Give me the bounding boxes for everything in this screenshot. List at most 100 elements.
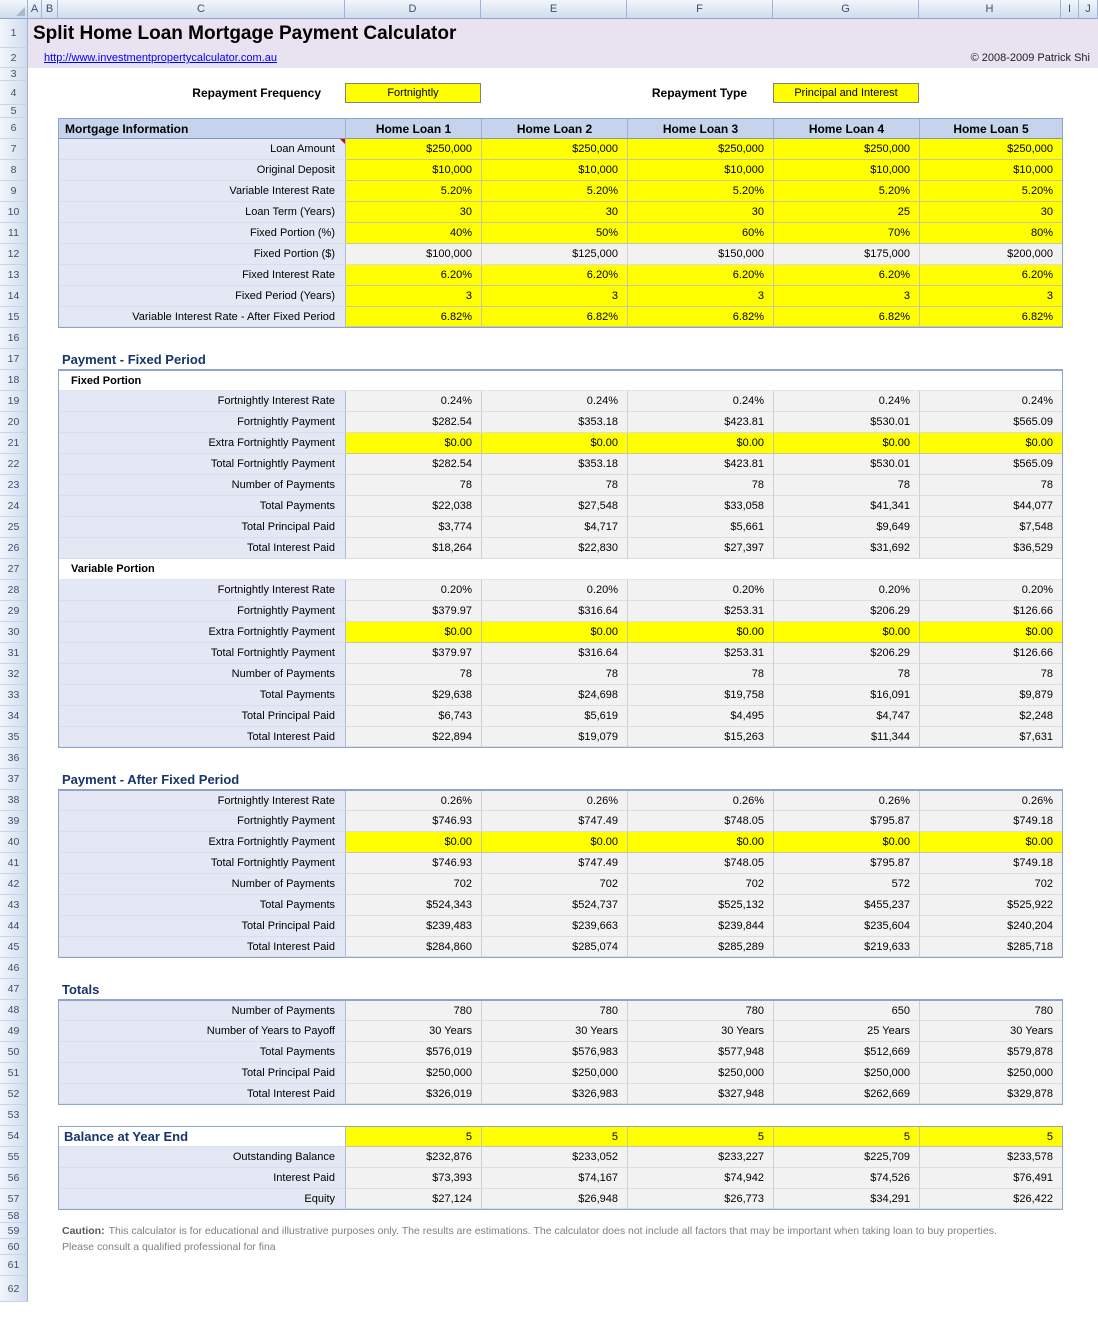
row-header-23[interactable]: 23 [0, 475, 28, 496]
row-header-42[interactable]: 42 [0, 874, 28, 895]
input-cell[interactable]: 3 [628, 286, 774, 307]
data-cell[interactable]: $749.18 [920, 811, 1062, 832]
input-cell[interactable]: $10,000 [482, 160, 628, 181]
data-cell[interactable]: $748.05 [628, 811, 774, 832]
data-cell[interactable]: $239,663 [482, 916, 628, 937]
data-cell[interactable]: $285,718 [920, 937, 1062, 957]
row-header-51[interactable]: 51 [0, 1063, 28, 1084]
row-label[interactable]: Fixed Interest Rate [59, 265, 346, 286]
data-cell[interactable]: $284,860 [346, 937, 482, 957]
row-header-2[interactable]: 2 [0, 48, 28, 68]
input-cell[interactable]: $0.00 [628, 832, 774, 853]
data-cell[interactable]: $26,773 [628, 1189, 774, 1209]
row-label[interactable]: Total Payments [59, 895, 346, 916]
data-cell[interactable]: $253.31 [628, 601, 774, 622]
data-cell[interactable]: $4,747 [774, 706, 920, 727]
row-header-4[interactable]: 4 [0, 81, 28, 105]
column-header-c[interactable]: C [58, 0, 345, 19]
data-cell[interactable]: 0.26% [346, 791, 482, 811]
data-cell[interactable]: $29,638 [346, 685, 482, 706]
repayment-type-input[interactable]: Principal and Interest [773, 83, 919, 103]
data-cell[interactable]: $27,548 [482, 496, 628, 517]
data-cell[interactable]: 0.24% [482, 391, 628, 412]
row-header-5[interactable]: 5 [0, 105, 28, 118]
row-header-44[interactable]: 44 [0, 916, 28, 937]
data-cell[interactable]: $525,922 [920, 895, 1062, 916]
column-header-d[interactable]: D [345, 0, 481, 19]
row-header-27[interactable]: 27 [0, 559, 28, 580]
row-header-43[interactable]: 43 [0, 895, 28, 916]
data-cell[interactable]: $233,052 [482, 1147, 628, 1168]
data-cell[interactable]: 78 [920, 664, 1062, 685]
input-cell[interactable]: 6.82% [628, 307, 774, 327]
row-header-59[interactable]: 59 [0, 1223, 28, 1239]
data-cell[interactable]: $31,692 [774, 538, 920, 559]
data-cell[interactable]: $329,878 [920, 1084, 1062, 1104]
home-loan-4-header[interactable]: Home Loan 4 [774, 119, 920, 139]
row-label[interactable]: Total Fortnightly Payment [59, 853, 346, 874]
row-header-19[interactable]: 19 [0, 391, 28, 412]
row-label[interactable]: Extra Fortnightly Payment [59, 433, 346, 454]
input-cell[interactable]: $250,000 [482, 139, 628, 160]
data-cell[interactable]: 702 [482, 874, 628, 895]
data-cell[interactable]: 25 Years [774, 1021, 920, 1042]
data-cell[interactable]: $795.87 [774, 853, 920, 874]
data-cell[interactable]: $524,737 [482, 895, 628, 916]
data-cell[interactable]: $749.18 [920, 853, 1062, 874]
data-cell[interactable]: $250,000 [346, 1063, 482, 1084]
input-cell[interactable]: 6.20% [346, 265, 482, 286]
input-cell[interactable]: 5.20% [920, 181, 1062, 202]
data-cell[interactable]: $27,124 [346, 1189, 482, 1209]
row-header-22[interactable]: 22 [0, 454, 28, 475]
input-cell[interactable]: 70% [774, 223, 920, 244]
data-cell[interactable]: $233,578 [920, 1147, 1062, 1168]
row-header-30[interactable]: 30 [0, 622, 28, 643]
input-cell[interactable]: $0.00 [920, 832, 1062, 853]
data-cell[interactable]: $27,397 [628, 538, 774, 559]
row-label[interactable]: Outstanding Balance [59, 1147, 346, 1168]
data-cell[interactable]: $3,774 [346, 517, 482, 538]
data-cell[interactable]: $9,649 [774, 517, 920, 538]
row-label[interactable]: Fortnightly Interest Rate [59, 391, 346, 412]
column-header-g[interactable]: G [773, 0, 919, 19]
input-cell[interactable]: $250,000 [628, 139, 774, 160]
data-cell[interactable]: $353.18 [482, 454, 628, 475]
data-cell[interactable]: 0.26% [920, 791, 1062, 811]
row-header-38[interactable]: 38 [0, 790, 28, 811]
row-label[interactable]: Total Payments [59, 685, 346, 706]
data-cell[interactable]: $5,661 [628, 517, 774, 538]
input-cell[interactable]: 6.20% [774, 265, 920, 286]
row-header-14[interactable]: 14 [0, 286, 28, 307]
data-cell[interactable]: $11,344 [774, 727, 920, 747]
data-cell[interactable]: $250,000 [920, 1063, 1062, 1084]
data-cell[interactable]: $239,844 [628, 916, 774, 937]
row-header-41[interactable]: 41 [0, 853, 28, 874]
column-header-f[interactable]: F [627, 0, 773, 19]
input-cell[interactable]: 5.20% [628, 181, 774, 202]
row-label[interactable]: Loan Amount [59, 139, 346, 160]
data-cell[interactable]: $250,000 [482, 1063, 628, 1084]
data-cell[interactable]: 0.20% [774, 580, 920, 601]
row-header-13[interactable]: 13 [0, 265, 28, 286]
data-cell[interactable]: $530.01 [774, 412, 920, 433]
data-cell[interactable]: 0.26% [482, 791, 628, 811]
data-cell[interactable]: $379.97 [346, 643, 482, 664]
data-cell[interactable]: $100,000 [346, 244, 482, 265]
row-header-1[interactable]: 1 [0, 19, 28, 48]
data-cell[interactable]: $530.01 [774, 454, 920, 475]
data-cell[interactable]: 650 [774, 1001, 920, 1021]
input-cell[interactable]: 6.20% [482, 265, 628, 286]
input-cell[interactable]: 30 [482, 202, 628, 223]
data-cell[interactable]: 572 [774, 874, 920, 895]
row-header-17[interactable]: 17 [0, 349, 28, 370]
row-header-50[interactable]: 50 [0, 1042, 28, 1063]
data-cell[interactable]: $282.54 [346, 454, 482, 475]
select-all-corner[interactable] [0, 0, 28, 19]
data-cell[interactable]: $206.29 [774, 601, 920, 622]
input-cell[interactable]: $0.00 [774, 433, 920, 454]
row-header-49[interactable]: 49 [0, 1021, 28, 1042]
data-cell[interactable]: 0.24% [920, 391, 1062, 412]
data-cell[interactable]: 78 [774, 475, 920, 496]
data-cell[interactable]: $73,393 [346, 1168, 482, 1189]
row-header-6[interactable]: 6 [0, 118, 28, 139]
